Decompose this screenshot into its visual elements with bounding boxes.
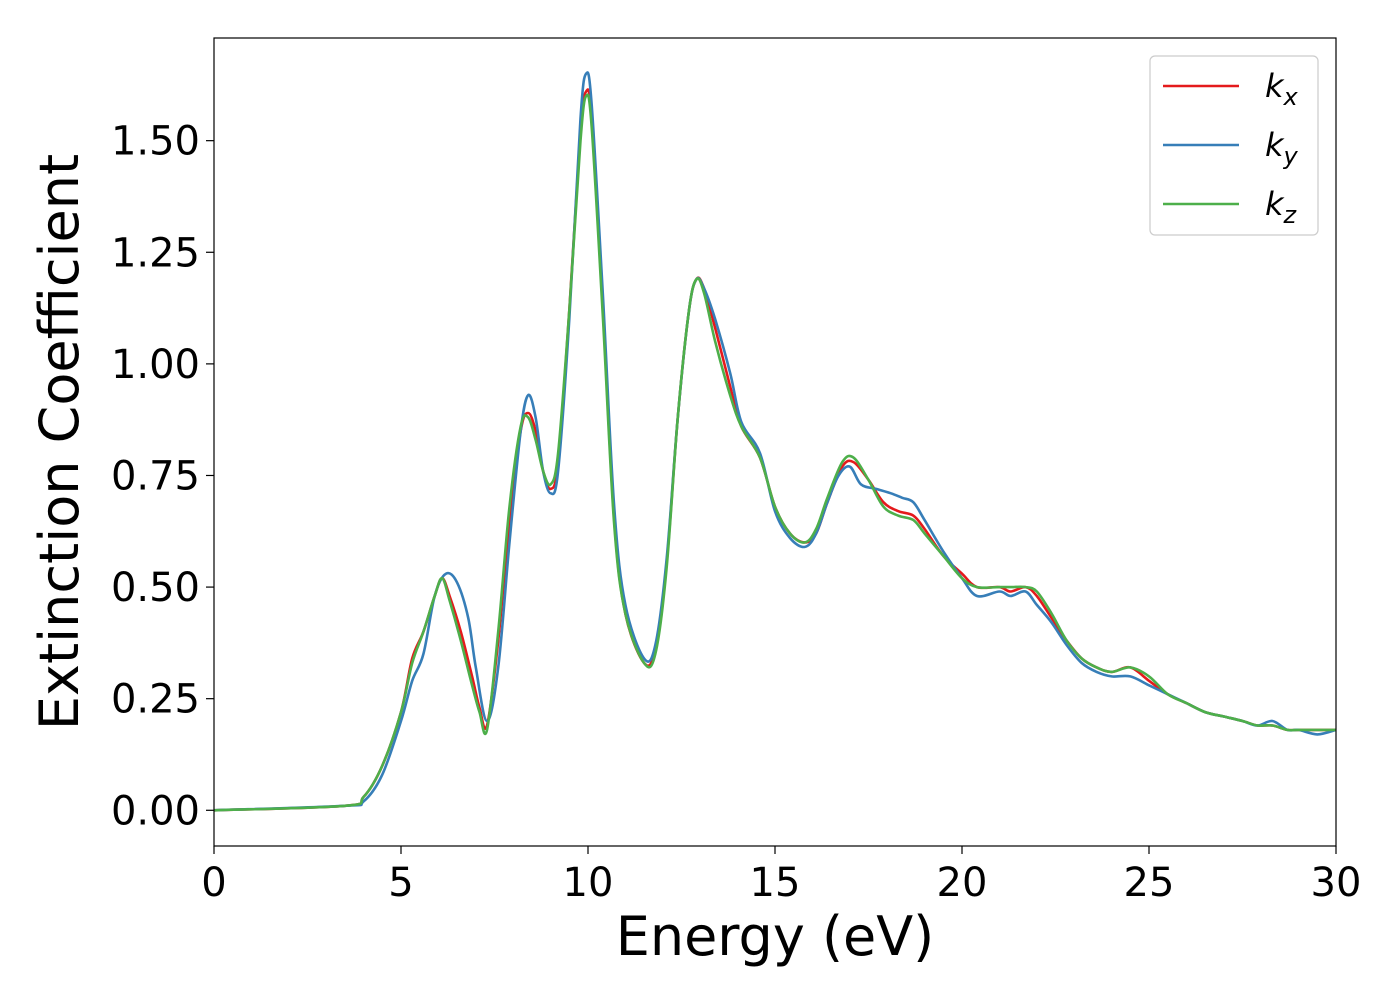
- legend-label-z: kz: [1265, 185, 1298, 229]
- x-tick-label: 10: [563, 860, 614, 906]
- x-tick-label: 30: [1311, 860, 1362, 906]
- x-tick-label: 0: [201, 860, 226, 906]
- y-tick-label: 1.25: [111, 230, 200, 276]
- plot-lines: [213, 71, 1337, 812]
- legend: kx ky kz: [1149, 55, 1319, 236]
- legend-label-y: ky: [1265, 126, 1299, 170]
- series-line-y: [213, 71, 1337, 812]
- y-axis-label: Extinction Coefficient: [28, 154, 91, 730]
- series-line-z: [213, 93, 1336, 812]
- y-tick-label: 0.75: [111, 453, 200, 499]
- x-tick-label: 5: [388, 860, 413, 906]
- x-tick-label: 15: [750, 860, 801, 906]
- y-tick-label: 0.50: [111, 565, 200, 611]
- legend-label-x: kx: [1265, 67, 1299, 111]
- x-tick-label: 25: [1124, 860, 1175, 906]
- y-tick-label: 0.25: [111, 677, 200, 723]
- x-tick-label: 20: [937, 860, 988, 906]
- y-tick-label: 1.50: [111, 119, 200, 165]
- y-axis-ticks: 0.00 0.25 0.50 0.75 1.00 1.25 1.50: [111, 119, 214, 834]
- y-tick-label: 1.00: [111, 342, 200, 388]
- x-axis-ticks: 0 5 10 15 20 25 30: [201, 846, 1361, 906]
- x-axis-label: Energy (eV): [616, 905, 935, 968]
- y-tick-label: 0.00: [111, 788, 200, 834]
